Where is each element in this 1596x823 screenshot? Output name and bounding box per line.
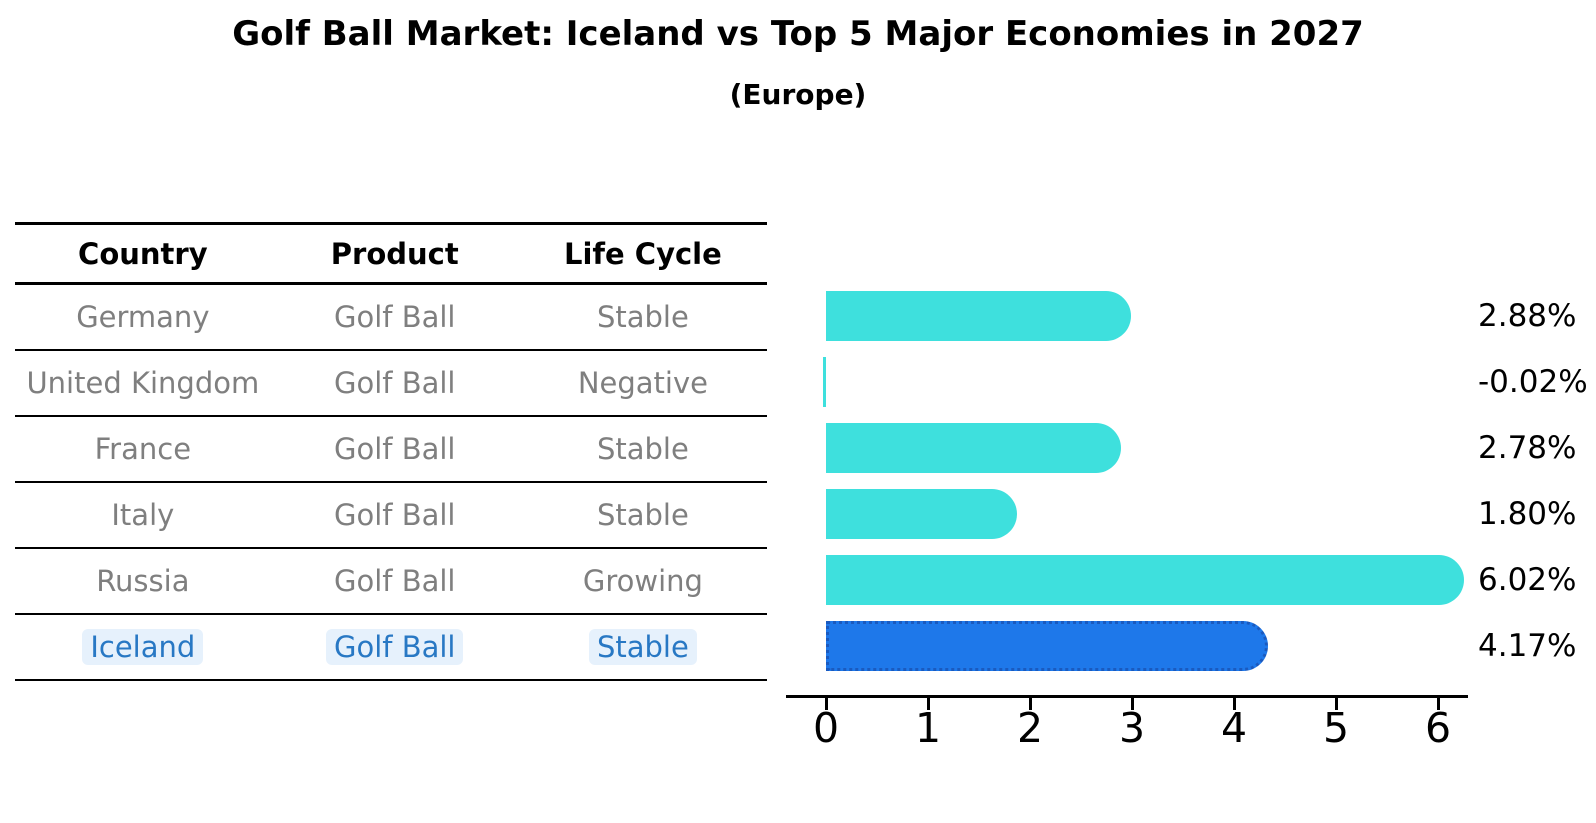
x-tick-label-5: 5 (1322, 704, 1350, 752)
cell-product: Golf Ball (271, 300, 519, 334)
cell-product: Golf Ball (271, 366, 519, 400)
table-row-italy: Italy Golf Ball Stable (15, 483, 767, 549)
x-tick-5 (1335, 698, 1338, 710)
x-tick-1 (927, 698, 930, 710)
cell-country-text: Germany (76, 300, 210, 334)
bar-iceland (826, 621, 1268, 671)
table-row-iceland: Iceland Golf Ball Stable (15, 615, 767, 681)
cell-life-cycle: Stable (519, 300, 767, 334)
x-tick-label-2: 2 (1016, 704, 1044, 752)
cell-country-text: Iceland (82, 629, 204, 665)
cell-product-text: Golf Ball (334, 300, 456, 334)
table-header-country: Country (78, 236, 208, 271)
cell-country: Italy (15, 498, 271, 532)
cell-country-text: Italy (111, 498, 175, 532)
cell-country-text: Russia (96, 564, 190, 598)
cell-life-cycle: Stable (519, 432, 767, 466)
cell-product-text: Golf Ball (334, 498, 456, 532)
x-tick-label-4: 4 (1220, 704, 1248, 752)
cell-life-cycle-text: Negative (577, 366, 708, 400)
cell-life-cycle-text: Stable (596, 432, 689, 466)
cell-country: Russia (15, 564, 271, 598)
x-tick-6 (1437, 698, 1440, 710)
cell-country-text: United Kingdom (26, 366, 260, 400)
table-body: Germany Golf Ball Stable United Kingdom Golf… (15, 285, 767, 681)
cell-product-text: Golf Ball (334, 432, 456, 466)
x-axis-line (786, 695, 1468, 698)
x-tick-label-0: 0 (812, 704, 840, 752)
cell-product-text: Golf Ball (326, 629, 464, 665)
bar-italy (826, 489, 1017, 539)
country-table: Country Product Life Cycle Germany Golf B… (15, 222, 767, 681)
value-label-russia: 6.02% (1478, 562, 1577, 598)
cell-life-cycle: Negative (519, 366, 767, 400)
cell-country: Germany (15, 300, 271, 334)
bar-united-kingdom (823, 357, 826, 407)
cell-country: United Kingdom (15, 366, 271, 400)
figure-title: Golf Ball Market: Iceland vs Top 5 Major… (232, 14, 1364, 54)
cell-life-cycle: Stable (519, 498, 767, 532)
cell-life-cycle-text: Stable (596, 300, 689, 334)
table-header-product: Product (330, 236, 459, 271)
x-tick-3 (1131, 698, 1134, 710)
table-row-france: France Golf Ball Stable (15, 417, 767, 483)
x-tick-4 (1233, 698, 1236, 710)
value-label-united-kingdom: -0.02% (1478, 364, 1588, 400)
x-tick-2 (1029, 698, 1032, 710)
value-label-iceland: 4.17% (1478, 628, 1577, 664)
x-tick-label-1: 1 (914, 704, 942, 752)
table-row-germany: Germany Golf Ball Stable (15, 285, 767, 351)
figure-subtitle: (Europe) (729, 78, 867, 111)
cell-country: France (15, 432, 271, 466)
x-tick-label-3: 3 (1118, 704, 1146, 752)
table-row-russia: Russia Golf Ball Growing (15, 549, 767, 615)
bar-france (826, 423, 1121, 473)
cell-life-cycle: Growing (519, 564, 767, 598)
x-tick-label-6: 6 (1424, 704, 1452, 752)
value-label-italy: 1.80% (1478, 496, 1577, 532)
cell-product: Golf Ball (271, 564, 519, 598)
bar-russia (826, 555, 1464, 605)
cell-life-cycle: Stable (519, 629, 767, 665)
cell-product-text: Golf Ball (334, 564, 456, 598)
x-tick-0 (825, 698, 828, 710)
table-header-life-cycle: Life Cycle (564, 236, 722, 271)
table-row-united-kingdom: United Kingdom Golf Ball Negative (15, 351, 767, 417)
cell-product: Golf Ball (271, 498, 519, 532)
value-label-germany: 2.88% (1478, 298, 1577, 334)
cell-country: Iceland (15, 629, 271, 665)
bar-germany (826, 291, 1131, 341)
cell-country-text: France (94, 432, 192, 466)
table-header-row: Country Product Life Cycle (15, 222, 767, 285)
cell-life-cycle-text: Stable (596, 498, 689, 532)
cell-product: Golf Ball (271, 432, 519, 466)
cell-product: Golf Ball (271, 629, 519, 665)
cell-product-text: Golf Ball (334, 366, 456, 400)
cell-life-cycle-text: Stable (588, 629, 697, 665)
cell-life-cycle-text: Growing (582, 564, 703, 598)
value-label-france: 2.78% (1478, 430, 1577, 466)
